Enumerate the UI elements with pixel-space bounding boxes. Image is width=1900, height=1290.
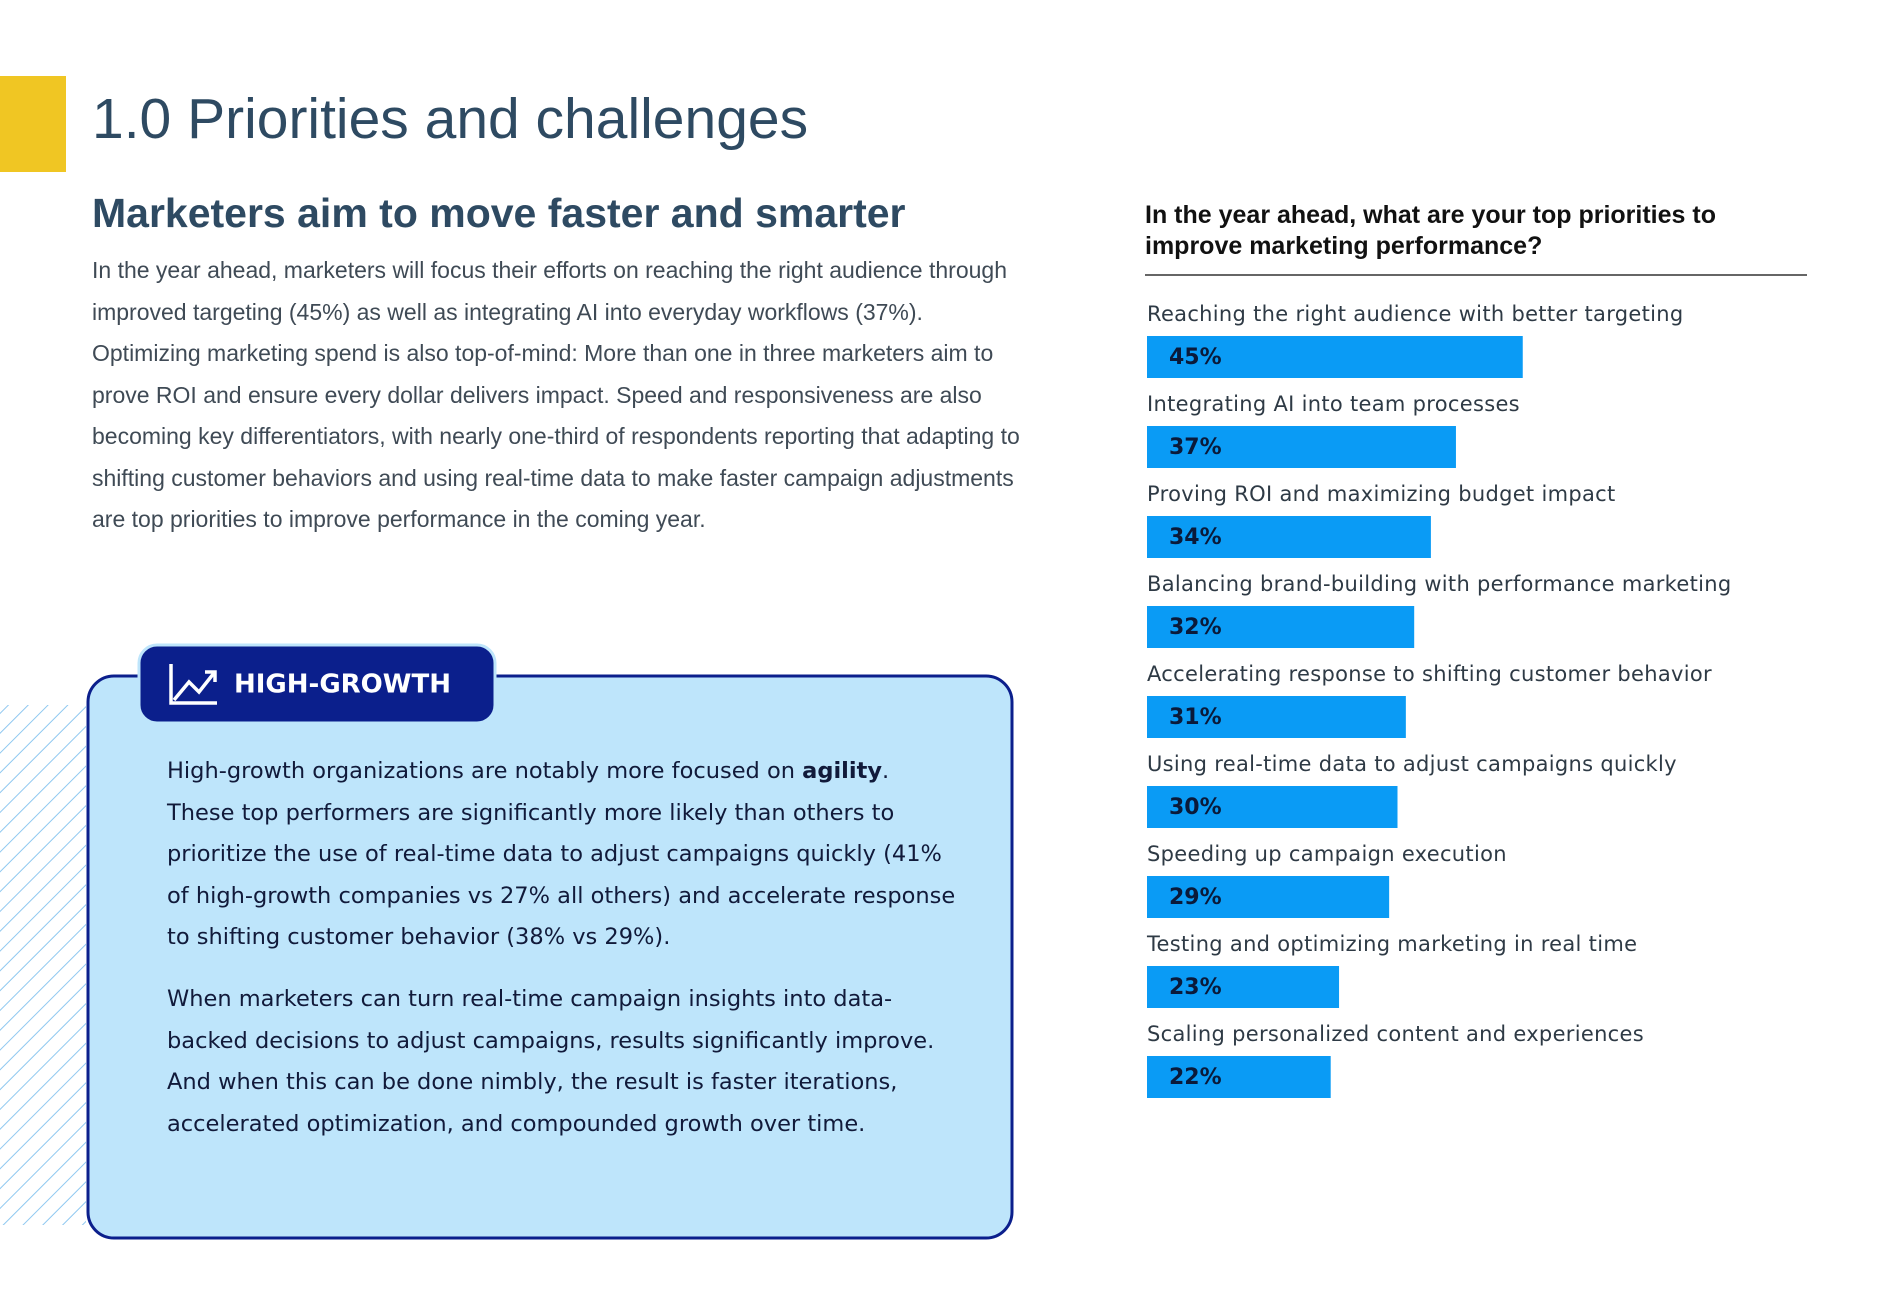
bar <box>1147 876 1390 918</box>
value-label: 32% <box>1169 615 1222 640</box>
value-label: 22% <box>1169 1065 1222 1090</box>
value-label: 34% <box>1169 525 1222 550</box>
text: . These top performers are significantly… <box>167 758 956 950</box>
bar <box>1147 786 1398 828</box>
body-text: In the year ahead, marketers will focus … <box>92 257 1020 532</box>
bar-label: Using real-time data to adjust campaigns… <box>1147 752 1677 776</box>
growth-icon <box>169 664 217 705</box>
bar-label: Speeding up campaign execution <box>1147 842 1507 866</box>
chart: Reaching the right audience with better … <box>1146 302 1732 1098</box>
value-label: 37% <box>1169 435 1222 460</box>
accent-block <box>0 76 66 172</box>
bar <box>1147 966 1340 1008</box>
bold-text: agility <box>802 758 883 784</box>
page-title: 1.0 Priorities and challenges <box>92 87 809 151</box>
callout-tag-label: HIGH-GROWTH <box>234 670 451 700</box>
hatch-decoration <box>0 705 86 1225</box>
bar <box>1147 516 1431 558</box>
bar-label: Scaling personalized content and experie… <box>1147 1022 1644 1046</box>
callout-paragraph: When marketers can turn real-time campai… <box>167 986 935 1137</box>
bar-label: Reaching the right audience with better … <box>1147 302 1684 326</box>
callout-tag <box>137 643 497 725</box>
callout-paragraph: High-growth organizations are notably mo… <box>167 751 957 959</box>
bar-label: Balancing brand-building with performanc… <box>1147 572 1732 596</box>
chart-title: In the year ahead, what are your top pri… <box>1145 201 1716 260</box>
bar <box>1147 1056 1331 1098</box>
text: High-growth organizations are notably mo… <box>167 758 803 784</box>
bar-label: Proving ROI and maximizing budget impact <box>1147 482 1616 506</box>
bar-label: Accelerating response to shifting custom… <box>1147 662 1712 686</box>
bar-label: Integrating AI into team processes <box>1147 392 1520 416</box>
bar <box>1147 336 1523 378</box>
bar <box>1147 606 1415 648</box>
callout-box <box>86 674 1014 1240</box>
subtitle: Marketers aim to move faster and smarter <box>92 190 906 236</box>
bar <box>1147 426 1456 468</box>
bar <box>1147 696 1406 738</box>
bar-label: Testing and optimizing marketing in real… <box>1146 932 1637 956</box>
value-label: 23% <box>1169 975 1222 1000</box>
value-label: 45% <box>1169 345 1222 370</box>
value-label: 29% <box>1169 885 1222 910</box>
value-label: 31% <box>1169 705 1222 730</box>
value-label: 30% <box>1169 795 1222 820</box>
